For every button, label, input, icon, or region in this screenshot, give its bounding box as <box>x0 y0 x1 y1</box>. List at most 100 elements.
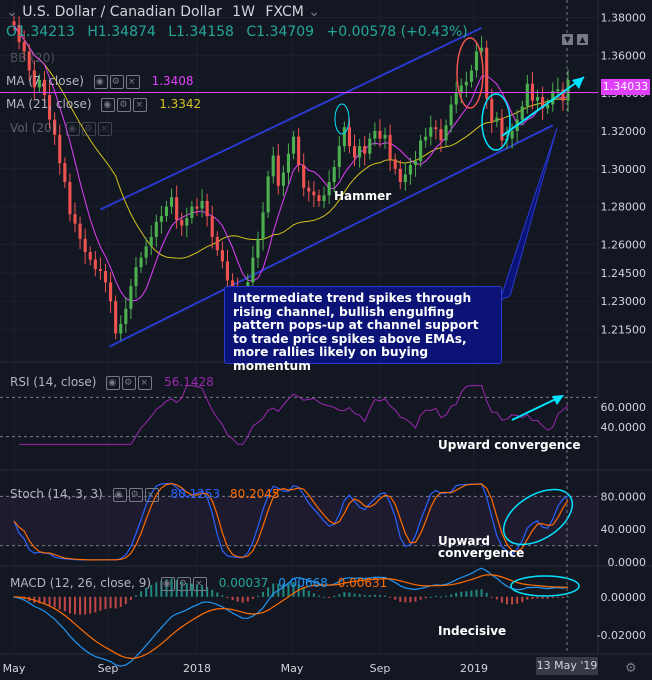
candle-body <box>200 200 204 209</box>
y-tick-label: 80.0000 <box>601 490 647 503</box>
legend-buttons[interactable]: ◉ ⚙ × <box>66 122 114 136</box>
macd-histogram-bar <box>68 596 71 614</box>
indicator-legend-vol[interactable]: Vol (20) ◉ ⚙ × <box>10 121 114 136</box>
indicator-legend-stoch[interactable]: Stoch (14, 3, 3) ◉ ⚙ × 80.1253 80.2045 <box>10 487 280 502</box>
candle <box>119 315 123 341</box>
macd-histogram-bar <box>378 595 381 597</box>
candle-body <box>286 153 291 173</box>
candle-body <box>124 308 128 324</box>
candle <box>495 112 499 128</box>
close-icon[interactable]: × <box>125 75 140 89</box>
candle-body <box>78 223 82 239</box>
legend-buttons[interactable]: ◉ ⚙ × <box>112 488 161 502</box>
candle-body <box>373 130 377 139</box>
close-icon[interactable]: × <box>144 488 159 502</box>
candle-body <box>195 206 199 209</box>
close-icon[interactable]: × <box>98 122 113 136</box>
indicator-legend-ma21[interactable]: MA (21, close) ◉ ⚙ × 1.3342 <box>6 97 201 112</box>
gear-icon[interactable]: ⚙ <box>82 122 97 136</box>
candle-body <box>449 104 453 126</box>
macd-histogram-bar <box>145 587 148 597</box>
macd-histogram-bar <box>445 595 448 597</box>
candle-body <box>403 174 407 183</box>
candle-body <box>210 216 214 237</box>
indicator-label: MACD (12, 26, close, 9) <box>10 576 152 590</box>
macd-histogram-bar <box>495 596 498 600</box>
gear-icon[interactable]: ⚙ <box>122 376 137 390</box>
legend-buttons[interactable]: ◉ ⚙ × <box>93 75 142 89</box>
highlight-oval <box>510 575 580 597</box>
indicator-legend-macd[interactable]: MACD (12, 26, close, 9) ◉ ⚙ × 0.00037 0.00… <box>10 576 387 591</box>
eye-icon[interactable]: ◉ <box>112 488 127 502</box>
ohlc-readout: O1.34213 H1.34874 L1.34158 C1.34709 +0.0… <box>6 24 468 40</box>
expand-icon[interactable]: ▲ <box>577 34 588 45</box>
gear-icon[interactable]: ⚙ <box>176 577 191 591</box>
gear-icon[interactable]: ⚙ <box>625 661 637 676</box>
legend-buttons[interactable]: ◉ ⚙ × <box>106 376 154 390</box>
candle <box>17 16 21 50</box>
x-tick-label: May <box>281 662 304 675</box>
y-tick-label: 1.32000 <box>601 125 647 138</box>
candle <box>68 173 72 222</box>
candle-body <box>297 136 301 166</box>
macd-line <box>13 567 569 667</box>
indicator-legend-ma7[interactable]: MA (7, close) ◉ ⚙ × 1.3408 <box>6 74 194 89</box>
candle-body <box>556 89 560 92</box>
candle <box>180 212 184 236</box>
candle <box>271 146 275 184</box>
candle <box>424 127 428 148</box>
macd-histogram-bar <box>480 589 483 597</box>
eye-icon[interactable]: ◉ <box>101 98 116 112</box>
ohlc-open: O1.34213 <box>6 24 75 40</box>
legend-buttons[interactable]: ◉ ⚙ × <box>160 577 209 591</box>
candle-body <box>302 165 306 188</box>
macd-histogram-bar <box>506 596 509 605</box>
gear-icon[interactable]: ⚙ <box>109 75 124 89</box>
macd-histogram-bar <box>485 592 488 597</box>
macd-histogram-bar <box>89 596 92 614</box>
candle-body <box>164 206 169 217</box>
eye-icon[interactable]: ◉ <box>106 376 121 390</box>
eye-icon[interactable]: ◉ <box>93 75 108 89</box>
candle-body <box>73 214 77 224</box>
candle <box>124 297 128 333</box>
macd-histogram-bar <box>165 579 168 597</box>
macd-histogram-bar <box>43 596 46 605</box>
candle-body <box>225 261 230 281</box>
candle <box>393 153 397 175</box>
close-icon[interactable]: × <box>192 577 207 591</box>
chevron-down-icon[interactable]: ⌄ <box>6 4 18 20</box>
gear-icon[interactable]: ⚙ <box>128 488 143 502</box>
candle-body <box>419 140 423 162</box>
indicator-legend-rsi[interactable]: RSI (14, close) ◉ ⚙ × 56.1428 <box>10 375 214 390</box>
candle-body <box>358 146 362 158</box>
x-tick-label: 2019 <box>460 662 488 675</box>
candle <box>500 109 504 148</box>
candle <box>454 81 458 114</box>
gear-icon[interactable]: ⚙ <box>117 98 132 112</box>
ma7-line <box>13 24 569 302</box>
chevron-down-icon[interactable]: ⌄ <box>308 4 321 20</box>
macd-histogram-bar <box>206 586 209 597</box>
close-icon[interactable]: × <box>133 98 148 112</box>
interval[interactable]: 1W <box>232 4 255 20</box>
eye-icon[interactable]: ◉ <box>66 122 81 136</box>
candle <box>266 170 270 218</box>
eye-icon[interactable]: ◉ <box>160 577 175 591</box>
candle-body <box>551 91 555 105</box>
macd-signal-line <box>13 574 568 660</box>
candle-body <box>144 246 148 258</box>
collapse-icon[interactable]: ▼ <box>562 34 573 45</box>
indicator-label: MA (7, close) <box>6 74 84 88</box>
macd-histogram-bar <box>317 595 320 597</box>
candle <box>541 86 545 120</box>
rsi-line <box>19 385 569 445</box>
indicator-legend-bb[interactable]: BB (20) <box>10 51 55 65</box>
symbol-title[interactable]: ⌄ U.S. Dollar / Canadian Dollar 1W FXCM … <box>6 4 320 20</box>
close-icon[interactable]: × <box>138 376 153 390</box>
legend-buttons[interactable]: ◉ ⚙ × <box>101 98 149 112</box>
macd-histogram-bar <box>307 590 310 597</box>
candle-body <box>58 134 62 164</box>
candle-body <box>439 129 443 141</box>
